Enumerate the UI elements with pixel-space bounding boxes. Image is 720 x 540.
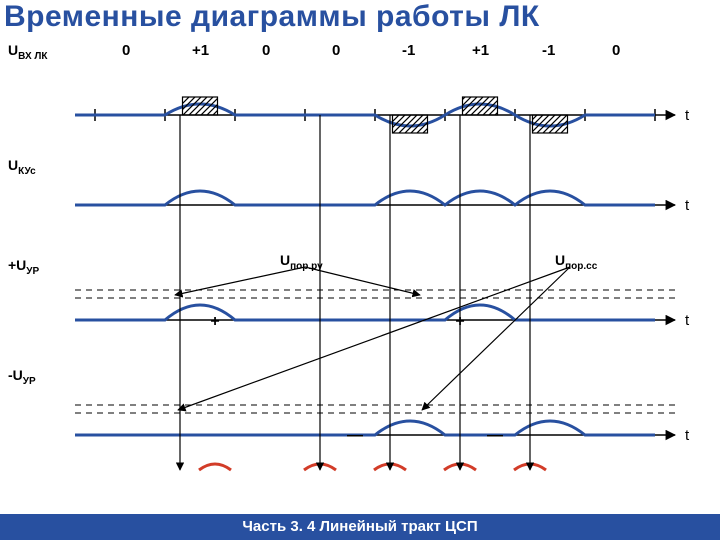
svg-text:t: t bbox=[685, 312, 690, 329]
svg-text:+1: +1 bbox=[192, 42, 209, 59]
svg-text:-UУР: -UУР bbox=[8, 367, 36, 387]
diagram-title: Временные диаграммы работы ЛК bbox=[0, 0, 720, 34]
svg-text:+UУР: +UУР bbox=[8, 257, 40, 277]
svg-text:-1: -1 bbox=[542, 42, 555, 59]
svg-text:Uпор.ру: Uпор.ру bbox=[280, 252, 323, 272]
svg-text:0: 0 bbox=[612, 42, 620, 59]
svg-text:0: 0 bbox=[262, 42, 270, 59]
svg-text:t: t bbox=[685, 427, 690, 444]
svg-text:Uпор.сс: Uпор.сс bbox=[555, 252, 598, 272]
svg-text:UВХ ЛК: UВХ ЛК bbox=[8, 42, 48, 62]
svg-text:—: — bbox=[347, 427, 363, 444]
timing-diagram: UВХ ЛКt0+100-1+1-10UКУсt+UУРt++Uпор.руUп… bbox=[0, 40, 720, 510]
svg-text:+: + bbox=[210, 313, 219, 330]
svg-text:UКУс: UКУс bbox=[8, 157, 36, 177]
svg-text:-1: -1 bbox=[402, 42, 415, 59]
svg-text:t: t bbox=[685, 107, 690, 124]
svg-text:0: 0 bbox=[332, 42, 340, 59]
svg-text:—: — bbox=[487, 427, 503, 444]
svg-text:+1: +1 bbox=[472, 42, 489, 59]
svg-text:t: t bbox=[685, 197, 690, 214]
footer-bar: Часть 3. 4 Линейный тракт ЦСП bbox=[0, 514, 720, 540]
svg-text:0: 0 bbox=[122, 42, 130, 59]
footer-text: Часть 3. 4 Линейный тракт ЦСП bbox=[0, 514, 720, 540]
